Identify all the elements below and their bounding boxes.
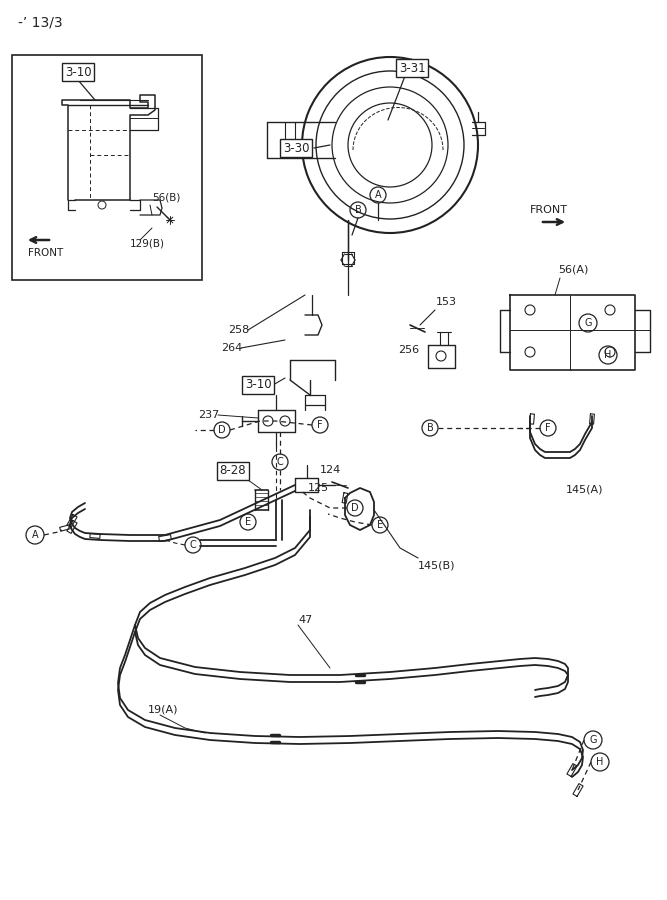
Text: -’ 13/3: -’ 13/3 — [18, 15, 63, 29]
Text: 3-10: 3-10 — [245, 379, 271, 392]
Text: 145(B): 145(B) — [418, 560, 456, 570]
Text: D: D — [218, 425, 226, 435]
Text: FRONT: FRONT — [530, 205, 568, 215]
Text: E: E — [245, 517, 251, 527]
Text: 258: 258 — [228, 325, 249, 335]
Text: G: G — [589, 735, 597, 745]
Text: 56(B): 56(B) — [152, 192, 180, 202]
Text: 264: 264 — [221, 343, 242, 353]
Text: F: F — [317, 420, 323, 430]
Text: 124: 124 — [320, 465, 342, 475]
Text: 237: 237 — [198, 410, 219, 420]
Text: 47: 47 — [298, 615, 312, 625]
Text: 256: 256 — [398, 345, 419, 355]
Text: F: F — [545, 423, 551, 433]
Text: 3-10: 3-10 — [65, 66, 91, 78]
Text: G: G — [584, 318, 592, 328]
Text: 129(B): 129(B) — [130, 239, 165, 249]
Bar — [12, 55, 202, 280]
Text: 3-31: 3-31 — [399, 61, 426, 75]
Text: 8-28: 8-28 — [219, 464, 246, 478]
Text: FRONT: FRONT — [28, 248, 63, 258]
Text: 153: 153 — [436, 297, 457, 307]
Text: 145(A): 145(A) — [566, 485, 604, 495]
Text: H: H — [604, 350, 612, 360]
Text: C: C — [189, 540, 196, 550]
Text: B: B — [355, 205, 362, 215]
Text: 56(A): 56(A) — [558, 265, 588, 275]
Text: D: D — [352, 503, 359, 513]
Text: C: C — [277, 457, 283, 467]
Text: E: E — [377, 520, 383, 530]
Text: 125: 125 — [308, 483, 329, 493]
Text: H: H — [596, 757, 604, 767]
Text: 19(A): 19(A) — [148, 705, 179, 715]
Text: A: A — [375, 190, 382, 200]
Text: B: B — [427, 423, 434, 433]
Text: 3-30: 3-30 — [283, 141, 309, 155]
Text: A: A — [32, 530, 38, 540]
